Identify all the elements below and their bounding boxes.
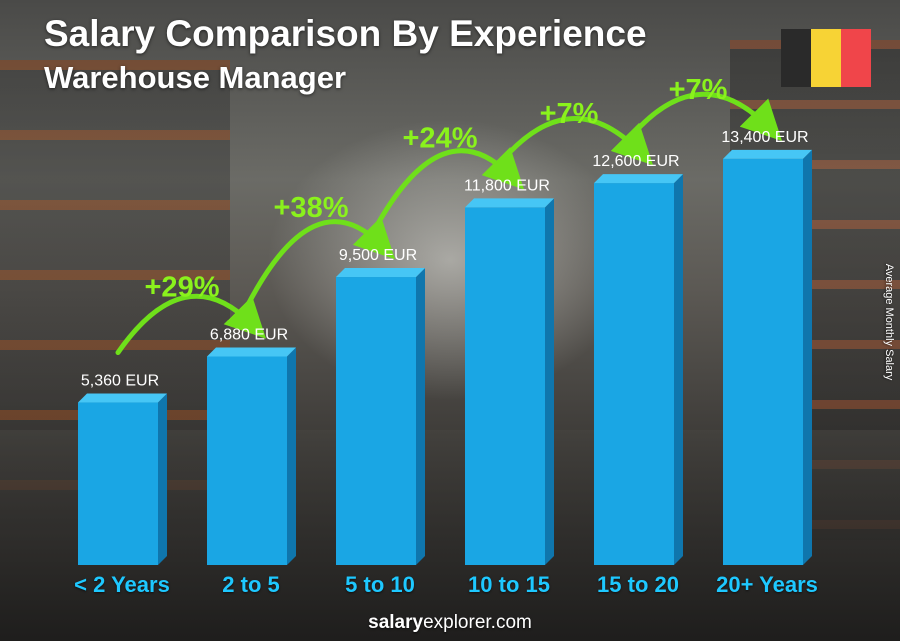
footer-brand: salaryexplorer.com [0,612,900,634]
bar [336,268,425,565]
growth-arrow [244,216,396,309]
value-label: 11,800 EUR [464,177,550,194]
bar-side [674,174,683,565]
bar-top [594,174,683,184]
bar [465,198,554,565]
bar-top [465,198,554,208]
bar-side [158,393,167,565]
flag-stripe [781,29,811,87]
y-axis-label: Average Monthly Salary [883,263,895,381]
growth-arrow [502,116,654,166]
bar-front [207,356,287,565]
value-label: 9,500 EUR [339,247,417,264]
bar [78,393,167,565]
belgium-flag-icon [781,29,871,87]
bar-top [723,149,812,159]
category-label: 10 to 15 [468,572,550,597]
brand-bold: salary [368,612,424,633]
category-label: 15 to 20 [597,572,679,597]
category-label: 2 to 5 [222,572,280,597]
bar-top [78,393,167,403]
flag-stripe [841,29,871,87]
value-label: 13,400 EUR [721,129,808,146]
growth-arrow [631,91,783,142]
bar-side [545,198,554,565]
brand-rest: explorer.com [423,612,532,633]
chart-title: Salary Comparison By Experience [44,13,647,54]
value-label: 6,880 EUR [210,326,288,343]
change-label: +7% [669,74,728,106]
value-label: 5,360 EUR [81,373,159,390]
flag-stripe [811,29,841,87]
chart-subtitle: Warehouse Manager [44,60,347,95]
change-label: +38% [274,192,349,224]
change-label: +29% [145,271,220,303]
bar-side [416,268,425,565]
growth-arrow [373,147,525,230]
value-label: 12,600 EUR [592,153,679,170]
change-label: +24% [403,122,478,154]
bar-front [78,402,158,565]
bar-top [336,268,425,278]
bar-front [594,183,674,565]
bar-side [803,149,812,565]
category-label: < 2 Years [74,572,170,597]
growth-arrow [115,293,267,356]
change-label: +7% [540,98,599,130]
bar [594,174,683,565]
category-label: 5 to 10 [345,572,415,597]
bar-front [723,158,803,565]
bar-top [207,347,296,357]
category-label: 20+ Years [716,572,818,597]
bar [207,347,296,565]
bar-front [465,207,545,565]
bar-front [336,277,416,565]
bar [723,149,812,565]
bar-side [287,347,296,565]
